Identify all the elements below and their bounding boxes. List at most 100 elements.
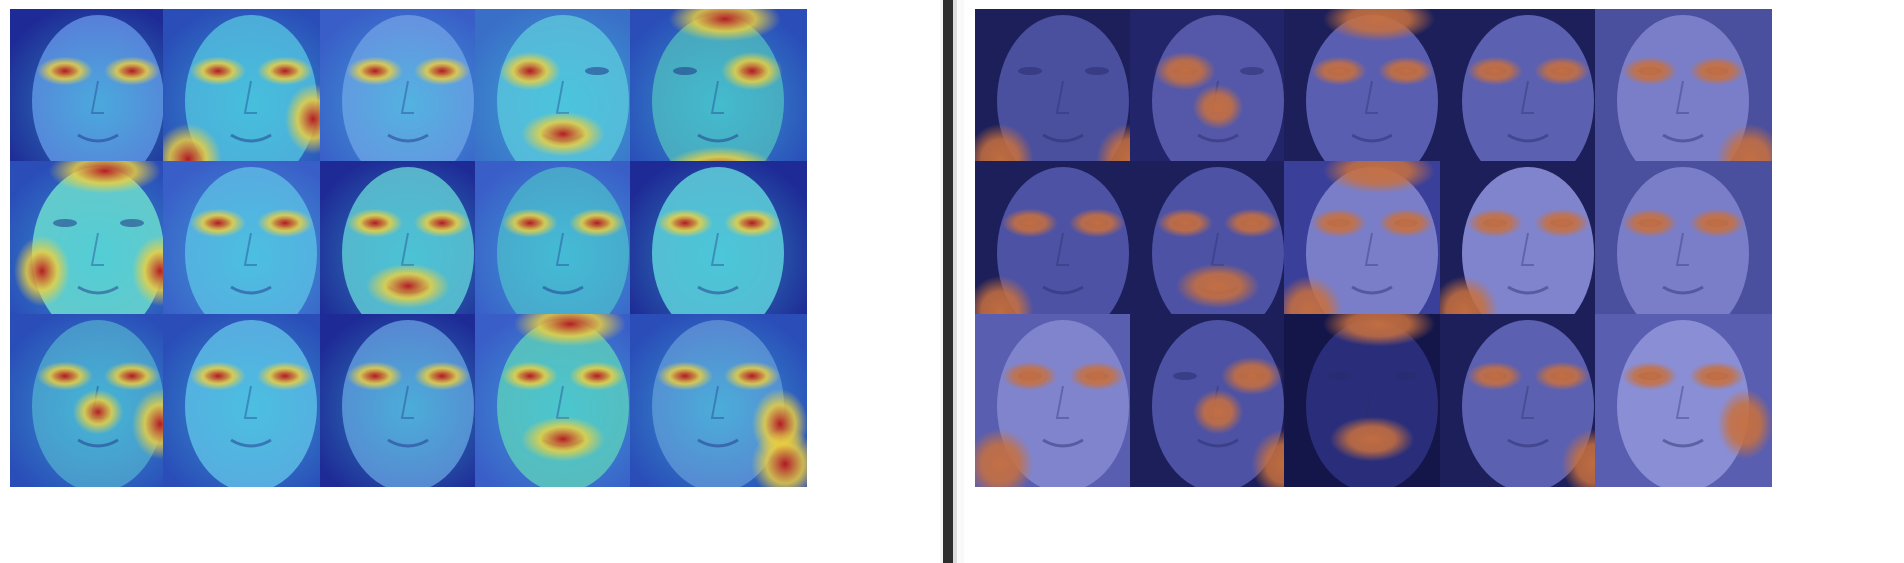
activation-spot [257,361,313,391]
activation-spot [14,235,70,307]
nose-feature [1055,80,1069,114]
panel-divider [940,0,964,563]
face-tile [10,161,187,334]
activation-spot [190,56,246,86]
activation-spot [499,51,561,91]
face-tile [1440,9,1617,182]
activation-spot [1192,389,1244,435]
face-tile [975,9,1152,182]
eye-feature [1173,372,1197,380]
activation-spot [1467,56,1523,86]
face-shape [1462,15,1594,182]
mouth-feature [1507,133,1549,143]
activation-spot [414,56,470,86]
activation-spot [751,428,807,487]
mouth-feature [387,438,429,448]
eye-feature [1018,67,1042,75]
activation-spot [657,361,713,391]
activation-spot [1717,388,1772,460]
nose-feature [1520,385,1534,419]
nose-feature [1055,385,1069,419]
nose-feature [1675,385,1689,419]
activation-spot [721,51,783,91]
face-tile [1440,314,1617,487]
eye-feature [585,67,609,75]
activation-spot [1378,56,1434,86]
face-tile [163,9,340,182]
activation-spot [1069,361,1125,391]
mouth-feature [387,133,429,143]
mouth-feature [77,285,119,295]
heatmap-glow [163,314,340,487]
activation-spot [1157,208,1213,238]
mouth-feature [1042,133,1084,143]
mouth-feature [1042,285,1084,295]
mouth-feature [1662,438,1704,448]
activation-spot [1311,56,1367,86]
nose-feature [243,385,257,419]
nose-feature [90,80,104,114]
mouth-feature [77,438,119,448]
activation-spot [724,361,780,391]
face-tile [1284,9,1461,182]
face-tile [975,161,1152,334]
heatmap-glow [163,161,340,334]
activation-spot [190,208,246,238]
activation-spot [521,111,605,157]
mouth-feature [697,285,739,295]
activation-spot [104,56,160,86]
activation-spot [502,361,558,391]
eye-feature [673,67,697,75]
nose-feature [710,385,724,419]
mouth-feature [1197,133,1239,143]
activation-spot [502,208,558,238]
activation-spot [1534,361,1590,391]
activation-spot [1378,208,1434,238]
activation-spot [724,208,780,238]
activation-spot [1323,9,1435,42]
activation-spot [1154,51,1216,91]
nose-feature [400,80,414,114]
activation-spot [1467,361,1523,391]
face-tile [1130,314,1307,487]
activation-spot [190,361,246,391]
nose-feature [555,232,569,266]
eye-feature [1327,372,1351,380]
nose-feature [1055,232,1069,266]
face-tile [10,9,187,182]
face-tile [320,9,497,182]
activation-spot [72,389,124,435]
heatmap-panel-right [964,0,1904,563]
face-tile [1284,161,1461,334]
mouth-feature [542,285,584,295]
mouth-feature [230,438,272,448]
face-tile [320,314,497,487]
nose-feature [1675,232,1689,266]
activation-spot [1323,314,1435,347]
mouth-feature [1351,133,1393,143]
face-shape [1617,167,1749,334]
activation-spot [414,208,470,238]
nose-feature [1364,80,1378,114]
nose-feature [1520,80,1534,114]
face-tile [10,314,187,487]
face-tile [1595,314,1772,487]
activation-spot [1534,56,1590,86]
mouth-feature [230,133,272,143]
face-tile [1130,161,1307,334]
face-shape [997,15,1129,182]
activation-spot [669,9,781,42]
activation-spot [104,361,160,391]
activation-spot [414,361,470,391]
activation-spot [569,208,625,238]
activation-spot [1330,416,1414,462]
activation-spot [37,56,93,86]
mouth-feature [1042,438,1084,448]
mouth-feature [1197,438,1239,448]
activation-spot [1622,56,1678,86]
activation-spot [1622,208,1678,238]
face-tile [630,161,807,334]
nose-feature [1364,232,1378,266]
activation-spot [975,428,1034,487]
face-tile [475,9,652,182]
